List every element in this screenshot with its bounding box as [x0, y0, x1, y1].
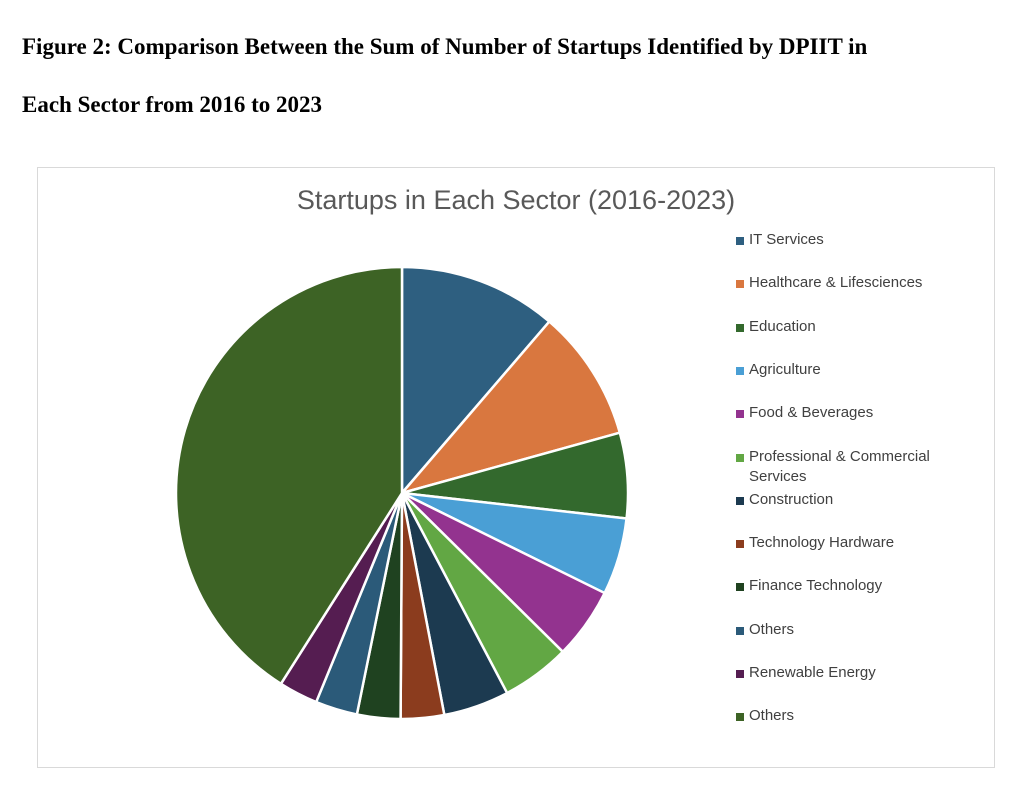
- legend-label: Healthcare & Lifesciences: [749, 274, 923, 292]
- legend-swatch: [736, 366, 744, 375]
- legend-label: Education: [749, 317, 816, 335]
- legend-swatch: [736, 453, 744, 462]
- legend-swatch: [736, 540, 744, 549]
- legend-label: Professional & Commercial Services: [749, 447, 930, 485]
- legend-label: Others: [749, 707, 795, 725]
- legend-swatch: [736, 237, 744, 245]
- legend-swatch: [736, 323, 744, 332]
- chart-area: Startups in Each Sector (2016-2023) IT S…: [37, 167, 995, 768]
- legend-swatch: [736, 410, 744, 419]
- legend-swatch: [736, 496, 744, 505]
- legend-label: Renewable Energy: [749, 664, 876, 681]
- pie-chart: [174, 265, 630, 721]
- legend-swatch: [736, 280, 744, 289]
- legend-label: Technology Hardware: [749, 534, 895, 552]
- legend-swatch: [736, 713, 744, 722]
- chart-title: Startups in Each Sector (2016-2023): [296, 185, 736, 215]
- figure-caption-line-1: Figure 2: Comparison Between the Sum of …: [22, 34, 868, 59]
- legend-swatch: [736, 626, 744, 635]
- legend-swatch: [736, 583, 744, 592]
- legend-label: Others: [749, 620, 795, 638]
- pie-slice-12: [174, 265, 404, 686]
- legend-swatch: [736, 670, 744, 678]
- legend-label: Construction: [749, 490, 834, 508]
- legend-label: Finance Technology: [749, 577, 883, 595]
- figure-caption: Figure 2: Comparison Between the Sum of …: [22, 18, 1002, 134]
- legend-label: Food & Beverages: [749, 404, 874, 422]
- figure-caption-line-2: Each Sector from 2016 to 2023: [22, 92, 323, 117]
- legend-label: IT Services: [749, 231, 824, 248]
- pie-slice-1: [400, 265, 551, 495]
- pie-slice-2: [400, 320, 622, 495]
- legend-label: Agriculture: [749, 360, 821, 378]
